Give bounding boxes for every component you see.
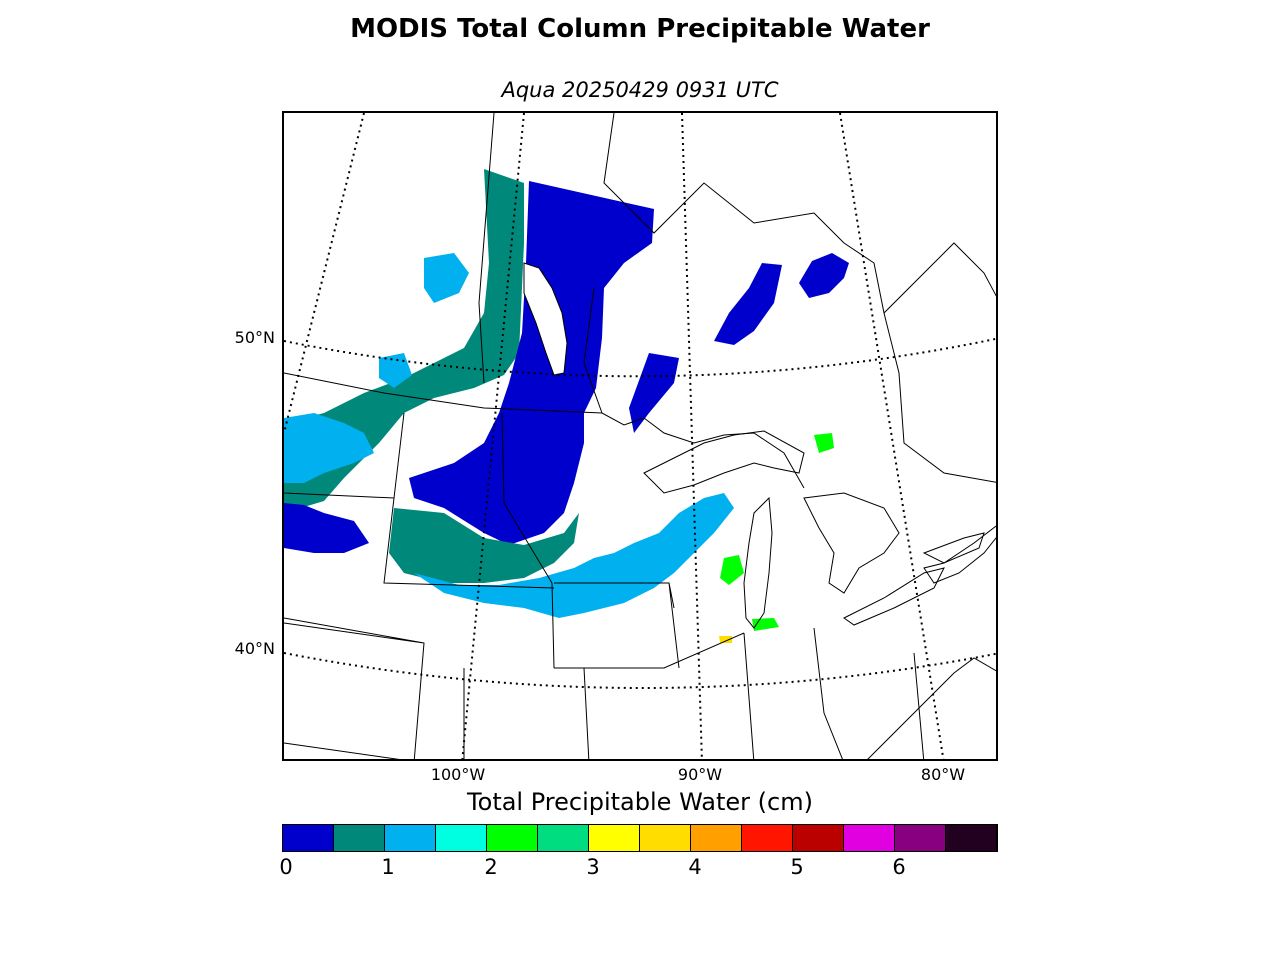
tpw-region-cyan-south <box>414 493 734 618</box>
colorbar <box>282 824 998 852</box>
lon-label-90w: 90°W <box>677 765 723 784</box>
colorbar-cell <box>538 825 589 851</box>
meridian-80w <box>839 113 945 759</box>
lon-label-80w: 80°W <box>920 765 966 784</box>
meridian-100w <box>284 113 365 434</box>
colorbar-cell <box>844 825 895 851</box>
colorbar-cell <box>946 825 997 851</box>
colorbar-cell <box>793 825 844 851</box>
tpw-field <box>284 169 849 643</box>
colorbar-tick-3: 3 <box>586 855 600 879</box>
tpw-region-blue-ne2 <box>799 253 849 298</box>
tpw-region-cyan-west <box>284 413 374 483</box>
lake-winnipeg <box>523 262 568 376</box>
page-subtitle: Aqua 20250429 0931 UTC <box>501 78 779 102</box>
colorbar-cell <box>589 825 640 851</box>
boundaries <box>284 113 996 759</box>
colorbar-cell <box>283 825 334 851</box>
map-frame <box>282 111 998 761</box>
lat-label-50n: 50°N <box>234 328 275 347</box>
us-canada-border <box>284 372 805 489</box>
lat-label-40n: 40°N <box>234 639 275 658</box>
tpw-region-green-2 <box>720 555 744 585</box>
colorbar-tick-0: 0 <box>279 855 293 879</box>
page-title: MODIS Total Column Precipitable Water <box>350 14 930 44</box>
colorbar-tick-4: 4 <box>688 855 702 879</box>
tpw-region-green-1 <box>814 433 834 453</box>
meridian-90w <box>681 113 703 759</box>
lake-ontario <box>922 532 985 564</box>
southern-borders <box>867 657 996 759</box>
tpw-region-teal-south <box>389 508 579 583</box>
canada-east-coast <box>923 525 996 584</box>
map-svg <box>284 113 996 759</box>
lake-huron <box>803 492 900 594</box>
colorbar-tick-6: 6 <box>892 855 906 879</box>
colorbar-cell <box>385 825 436 851</box>
colorbar-tick-1: 1 <box>381 855 395 879</box>
colorbar-cell <box>691 825 742 851</box>
tpw-region-blue-main <box>409 181 654 545</box>
lon-label-100w: 100°W <box>430 765 486 784</box>
colorbar-cell <box>895 825 946 851</box>
lake-erie <box>843 567 945 626</box>
parallel-40n <box>284 652 996 689</box>
lake-superior <box>643 430 805 494</box>
meridian-100w-b <box>461 113 525 759</box>
tpw-region-blue-mid <box>629 353 679 433</box>
colorbar-cell <box>436 825 487 851</box>
colorbar-tick-2: 2 <box>484 855 498 879</box>
colorbar-cell <box>334 825 385 851</box>
graticule <box>284 113 996 759</box>
colorbar-tick-5: 5 <box>790 855 804 879</box>
parallel-50n <box>284 337 996 378</box>
colorbar-cell <box>640 825 691 851</box>
colorbar-cell <box>742 825 793 851</box>
tpw-region-cyan-nw <box>424 253 469 303</box>
colorbar-cell <box>487 825 538 851</box>
canada-provinces <box>478 113 996 483</box>
colorbar-title: Total Precipitable Water (cm) <box>467 788 813 816</box>
tpw-region-blue-ne1 <box>714 263 782 345</box>
tpw-region-blue-sw <box>284 503 369 553</box>
lake-michigan <box>743 496 773 629</box>
tpw-region-yellow-1 <box>719 636 732 643</box>
